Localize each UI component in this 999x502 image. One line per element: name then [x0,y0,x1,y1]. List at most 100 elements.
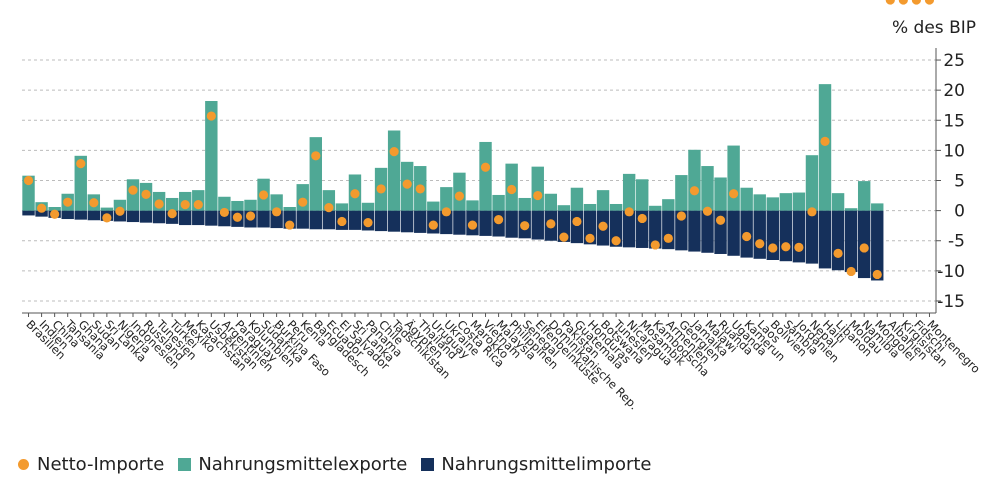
net-import-dot [350,189,360,199]
import-bar [479,210,492,236]
import-bar [296,210,309,229]
y-tick-label: 25 [943,51,965,71]
export-bar [270,194,283,211]
export-bar [309,137,322,211]
net-import-dot [245,211,256,221]
export-bar [818,84,832,211]
net-import-dot [885,0,895,5]
net-import-dot [559,232,569,242]
import-bar [766,210,779,260]
net-import-dot [115,206,125,216]
net-import-dot [520,221,530,231]
import-bar [22,210,35,216]
import-bar [61,210,74,220]
export-bar [544,193,558,211]
import-bar [113,210,127,222]
net-import-dot [676,211,686,221]
net-import-dot [507,184,517,195]
export-bar [557,205,571,211]
export-bar [283,207,296,211]
import-bar [727,210,740,256]
net-import-dot [311,151,321,161]
export-bar [636,179,649,211]
import-bar [871,210,884,281]
export-bar [727,145,740,211]
net-import-dot [154,199,164,209]
net-import-dot [232,212,243,222]
import-bar [831,210,845,271]
food-exports-swatch [178,458,192,471]
import-bar [779,210,793,262]
import-bar [152,210,166,224]
import-bar [649,210,662,249]
net-import-dot [820,136,830,146]
net-import-dot [272,207,282,217]
import-bar [192,210,205,226]
net-import-dot [102,213,112,223]
net-import-dot [624,207,634,217]
net-import-dot [859,243,869,253]
import-bars [22,210,884,281]
y-tick-label: 5 [954,172,965,192]
net-import-dot [23,175,34,186]
export-bar [609,203,623,211]
net-import-dot [585,233,595,243]
import-bar [818,210,832,269]
net-import-dot [89,198,99,208]
legend-item-food-exports: Nahrungsmittelexporte [178,454,407,475]
import-bar [322,210,336,230]
y-tick-label: 0 [954,202,965,222]
net-import-dot [493,215,504,225]
import-bar [387,210,401,232]
net-import-dot [533,190,543,201]
food-imports-swatch [421,458,435,471]
legend-item-net-imports: Netto-Importe [18,454,164,475]
net-import-dot [924,0,935,5]
net-import-dot [415,184,425,194]
net-import-dot [755,239,765,249]
net-import-dot [833,248,843,258]
export-bar [662,199,675,211]
export-bar [126,179,140,211]
import-bar [139,210,153,223]
export-bar [48,207,61,211]
export-bar [805,155,819,211]
y-axis-ticks: -15 -10 -5 0 5 10 15 20 25 [936,51,965,312]
net-import-dot [141,189,151,199]
net-import-dot [637,213,647,224]
net-import-dot [480,162,491,172]
net-import-dot [742,231,752,242]
import-bar [179,210,192,226]
net-import-dot [206,111,216,121]
export-bar [74,155,87,211]
import-bar [844,210,858,273]
net-import-dot [441,207,451,217]
net-import-dot [898,0,908,5]
net-import-dot [872,269,882,280]
export-bar [675,175,688,211]
net-import-dot [781,242,791,252]
import-bar [453,210,466,235]
export-bar [22,175,35,211]
net-import-dot [298,197,308,207]
net-import-dot [702,206,713,216]
y-tick-label: -10 [937,262,965,282]
import-bar [505,210,518,238]
net-imports-swatch [18,459,29,470]
export-bar [466,200,479,211]
y-axis-unit-label: % des BIP [892,18,976,38]
net-import-dot [167,209,177,219]
import-bar [688,210,701,252]
export-bar [492,194,505,211]
export-bar [100,207,114,211]
import-bar [35,210,48,217]
import-bar [792,210,806,263]
net-import-dot [846,266,856,277]
net-import-dot [729,189,739,199]
net-import-dot [63,197,73,207]
gridlines [22,59,936,302]
export-bar [779,193,793,211]
net-import-dot [376,184,386,194]
export-bar [387,130,401,211]
